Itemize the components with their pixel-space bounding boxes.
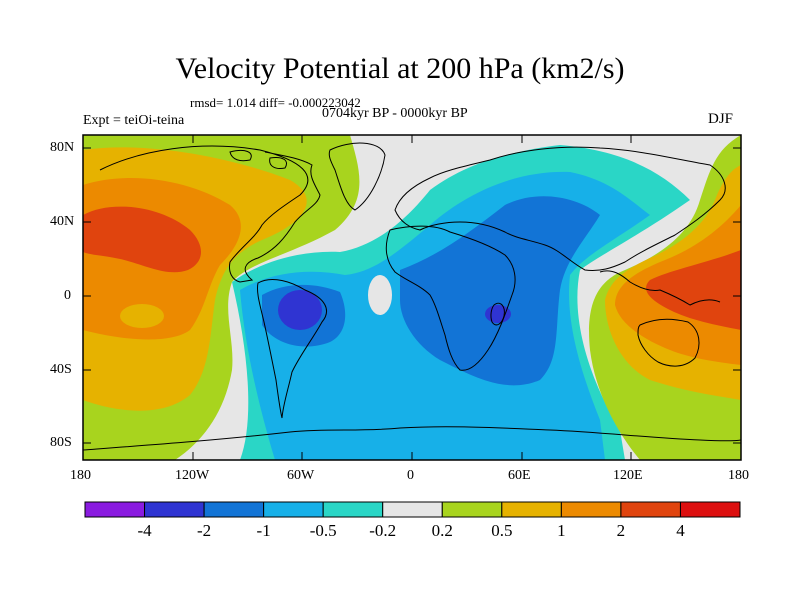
coastline-madagascar bbox=[490, 302, 505, 326]
colorbar-swatch bbox=[84, 501, 146, 518]
colorbar-swatch bbox=[501, 501, 562, 518]
lat-tick-0: 0 bbox=[64, 288, 71, 303]
contour-west-red bbox=[83, 206, 202, 273]
period-label: 0704kyr BP - 0000kyr BP bbox=[322, 106, 468, 121]
colorbar-label: -2 bbox=[196, 521, 212, 540]
colorbar-label: 1 bbox=[557, 521, 566, 540]
lon-tick-120w: 120W bbox=[175, 468, 210, 483]
lon-tick-180w: 180 bbox=[70, 468, 91, 483]
colorbar-swatch bbox=[441, 501, 503, 518]
axis-ticks bbox=[82, 135, 742, 460]
coastline-south-america bbox=[257, 279, 327, 419]
contour-central-blue bbox=[262, 196, 600, 386]
lon-tick-60e: 60E bbox=[508, 468, 531, 483]
coastline-north-america bbox=[99, 145, 321, 283]
colorbar-swatch bbox=[382, 501, 443, 518]
contour-south-america-darkblue bbox=[278, 290, 322, 330]
colorbar-swatch bbox=[322, 501, 384, 518]
coastline-australia bbox=[637, 318, 700, 367]
colorbar-swatch bbox=[144, 501, 205, 518]
colorbar-label: -0.5 bbox=[309, 521, 337, 540]
contour-fill bbox=[83, 135, 741, 460]
colorbar-label: -4 bbox=[137, 521, 152, 540]
colorbar-swatch bbox=[560, 501, 622, 518]
lat-tick-80n: 80N bbox=[50, 140, 75, 155]
coastline-arctic-islands bbox=[229, 149, 287, 169]
experiment-label: Expt = teiOi-teina bbox=[83, 113, 185, 128]
coastlines bbox=[83, 142, 741, 451]
colorbar-swatch bbox=[679, 501, 741, 518]
colorbar bbox=[84, 501, 741, 518]
colorbar-label: 0.2 bbox=[431, 521, 453, 540]
coastline-eurasia bbox=[394, 146, 726, 271]
coastline-antarctica bbox=[83, 426, 741, 451]
colorbar-label: 4 bbox=[676, 521, 685, 540]
coastline-africa bbox=[385, 225, 516, 371]
colorbar-label: -1 bbox=[256, 521, 271, 540]
lat-tick-40s: 40S bbox=[50, 362, 72, 377]
colorbar-label: 0.5 bbox=[491, 521, 513, 540]
colorbar-swatch bbox=[263, 501, 324, 518]
contour-atlantic-gray bbox=[368, 275, 392, 315]
lon-tick-60w: 60W bbox=[287, 468, 315, 483]
lon-tick-0: 0 bbox=[407, 468, 414, 483]
colorbar-swatch bbox=[620, 501, 681, 518]
coastline-southeast-asia bbox=[599, 270, 721, 306]
lat-tick-80s: 80S bbox=[50, 435, 72, 450]
lon-tick-180e: 180 bbox=[728, 468, 749, 483]
coastline-greenland bbox=[328, 142, 386, 211]
lat-tick-40n: 40N bbox=[50, 214, 75, 229]
contour-west-small-yellow bbox=[120, 304, 164, 328]
lon-tick-120e: 120E bbox=[613, 468, 643, 483]
colorbar-swatch bbox=[203, 501, 265, 518]
colorbar-label: 2 bbox=[616, 521, 626, 540]
page-title: Velocity Potential at 200 hPa (km2/s) bbox=[175, 52, 625, 85]
season-label: DJF bbox=[708, 111, 734, 127]
contour-east-red bbox=[646, 250, 741, 330]
colorbar-label: -0.2 bbox=[369, 521, 397, 540]
stats-label: rmsd= 1.014 diff= -0.000223042 bbox=[190, 95, 361, 110]
